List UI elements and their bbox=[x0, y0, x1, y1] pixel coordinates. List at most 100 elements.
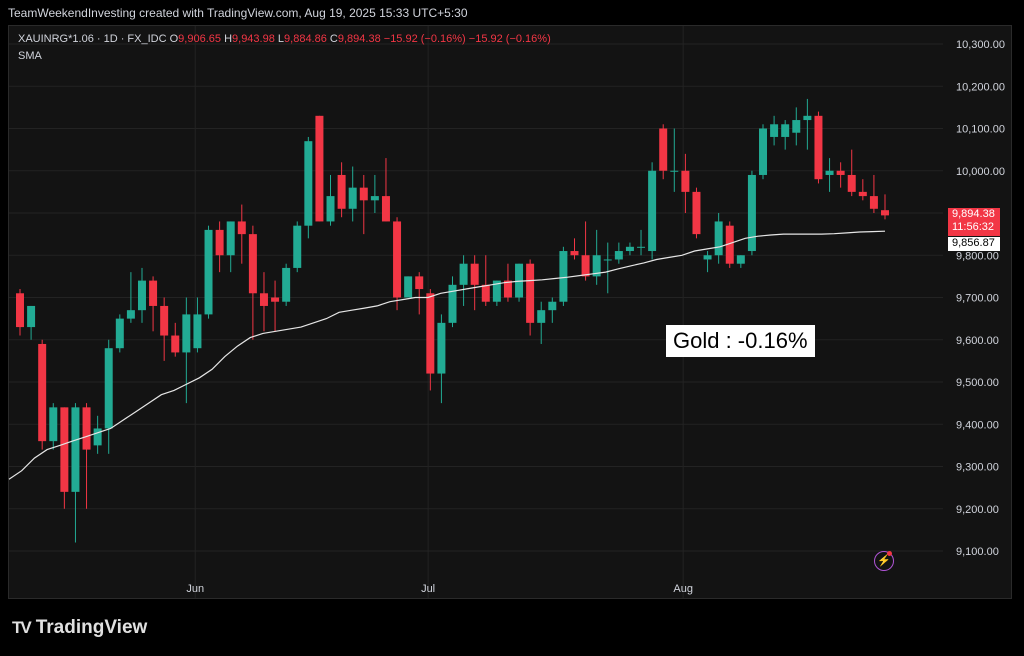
candle-up bbox=[637, 246, 646, 248]
candle-down bbox=[315, 115, 324, 222]
candle-down bbox=[725, 225, 734, 264]
candle-down bbox=[869, 196, 878, 209]
candle-down bbox=[581, 255, 590, 277]
high-value: 9,943.98 bbox=[232, 33, 275, 45]
candle-up bbox=[93, 428, 102, 446]
candle-down bbox=[215, 229, 224, 256]
y-tick-label: 9,200.00 bbox=[956, 504, 999, 516]
open-label: O bbox=[169, 33, 179, 45]
candle-up bbox=[370, 196, 379, 201]
y-tick-label: 9,600.00 bbox=[956, 335, 999, 347]
candle-down bbox=[659, 128, 668, 171]
y-tick-label: 9,700.00 bbox=[956, 293, 999, 305]
candle-down bbox=[16, 293, 24, 328]
candle-up bbox=[759, 128, 768, 175]
low-label: L bbox=[277, 33, 285, 45]
candle-up bbox=[515, 263, 524, 298]
candle-up bbox=[747, 174, 756, 252]
y-tick-label: 10,300.00 bbox=[956, 39, 1005, 51]
candle-up bbox=[204, 229, 213, 315]
candle-down bbox=[237, 221, 246, 235]
candle-down bbox=[503, 280, 512, 298]
open-value: 9,906.65 bbox=[178, 33, 221, 45]
candle-up bbox=[703, 255, 712, 260]
candle-down bbox=[60, 407, 69, 492]
candle-up bbox=[126, 310, 135, 319]
candle-up bbox=[104, 348, 113, 429]
sma-legend[interactable]: SMA bbox=[18, 50, 42, 62]
candle-up bbox=[648, 170, 657, 252]
tradingview-brand[interactable]: TV TradingView bbox=[12, 617, 147, 639]
candle-up bbox=[193, 314, 202, 349]
candle-down bbox=[847, 174, 856, 192]
tradingview-logo-icon: TV bbox=[12, 618, 32, 637]
sma-line bbox=[8, 230, 886, 480]
candle-down bbox=[82, 407, 91, 450]
candle-up bbox=[49, 407, 58, 442]
candle-up bbox=[592, 255, 601, 277]
candle-down bbox=[359, 187, 368, 201]
candle-down bbox=[149, 280, 158, 306]
candle-up bbox=[459, 263, 468, 285]
candle-down bbox=[570, 251, 579, 256]
candle-up bbox=[792, 120, 801, 133]
lightning-icon[interactable]: ⚡ bbox=[874, 551, 894, 571]
candle-up bbox=[614, 251, 623, 260]
x-tick-label: Jun bbox=[186, 583, 204, 595]
notification-dot bbox=[887, 551, 892, 556]
candle-down bbox=[381, 196, 390, 222]
close-value: 9,894.38 bbox=[337, 33, 381, 45]
y-tick-label: 10,100.00 bbox=[956, 124, 1005, 136]
symbol-label[interactable]: XAUINRG*1.06 · 1D · FX_IDC bbox=[18, 33, 167, 45]
candle-up bbox=[326, 196, 335, 222]
candle-up bbox=[770, 124, 779, 137]
candle-up bbox=[825, 170, 834, 175]
candle-up bbox=[137, 280, 146, 311]
candle-up bbox=[625, 246, 634, 252]
candle-up bbox=[603, 259, 612, 261]
candle-up bbox=[803, 115, 812, 121]
candle-down bbox=[38, 343, 47, 442]
candle-down bbox=[836, 170, 845, 175]
candle-up bbox=[492, 280, 501, 302]
candle-up bbox=[348, 187, 357, 209]
y-tick-label: 9,100.00 bbox=[956, 546, 999, 558]
y-tick-label: 10,200.00 bbox=[956, 81, 1005, 93]
high-label: H bbox=[224, 33, 233, 45]
x-tick-label: Jul bbox=[421, 583, 435, 595]
y-tick-label: 9,500.00 bbox=[956, 377, 999, 389]
candle-up bbox=[404, 276, 413, 298]
candle-down bbox=[337, 174, 346, 209]
chart-frame[interactable] bbox=[8, 25, 1012, 599]
candle-up bbox=[781, 124, 790, 137]
chart-caption: TeamWeekendInvesting created with Tradin… bbox=[8, 6, 468, 20]
y-tick-label: 10,000.00 bbox=[956, 166, 1005, 178]
brand-name: TradingView bbox=[35, 617, 148, 638]
candle-down bbox=[259, 293, 268, 306]
change-value: −15.92 (−0.16%) bbox=[383, 33, 466, 45]
bar-countdown: 11:56:32 bbox=[952, 221, 995, 233]
candle-up bbox=[304, 141, 313, 226]
close-label: C bbox=[329, 33, 338, 45]
ohlc-legend: XAUINRG*1.06 · 1D · FX_IDC O9,906.65 H9,… bbox=[18, 33, 551, 45]
candle-down bbox=[814, 115, 823, 180]
sma-value-tag: 9,856.87 bbox=[948, 237, 1000, 251]
y-tick-label: 9,800.00 bbox=[956, 250, 999, 262]
candle-down bbox=[481, 284, 490, 302]
candle-up bbox=[293, 225, 302, 268]
candle-up bbox=[537, 310, 546, 323]
candle-down bbox=[526, 263, 535, 323]
candle-down bbox=[271, 297, 280, 302]
last-price-value: 9,894.38 bbox=[952, 208, 995, 220]
gold-change-annotation: Gold : -0.16% bbox=[666, 325, 815, 357]
candle-up bbox=[27, 305, 36, 328]
candle-up bbox=[282, 267, 291, 302]
x-tick-label: Aug bbox=[673, 583, 693, 595]
low-value: 9,884.86 bbox=[284, 33, 327, 45]
candle-down bbox=[692, 191, 701, 235]
candle-up bbox=[448, 284, 457, 323]
candle-up bbox=[714, 221, 723, 256]
candle-up bbox=[548, 301, 557, 311]
candle-up bbox=[226, 221, 235, 256]
